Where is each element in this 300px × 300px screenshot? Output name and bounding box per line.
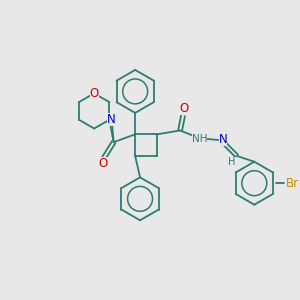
Text: N: N [107, 113, 116, 126]
Text: NH: NH [192, 134, 207, 144]
Text: O: O [98, 157, 108, 170]
Text: O: O [89, 87, 99, 100]
Text: H: H [228, 157, 236, 167]
Text: Br: Br [286, 177, 299, 190]
Text: N: N [108, 113, 117, 126]
Text: N: N [219, 133, 227, 146]
Text: O: O [179, 103, 189, 116]
